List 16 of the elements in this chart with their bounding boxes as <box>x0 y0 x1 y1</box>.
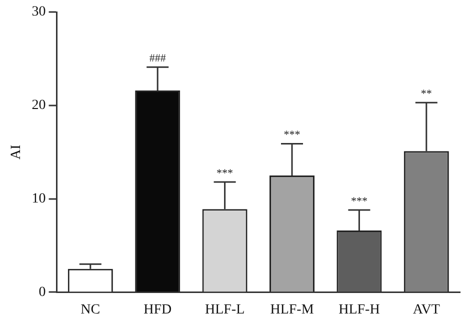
y-tick-label: 10 <box>32 191 46 206</box>
annotation: *** <box>350 195 368 208</box>
x-tick-label: HLF-H <box>338 302 380 318</box>
annotation: ### <box>149 52 166 64</box>
x-tick-label: HLF-L <box>204 302 245 318</box>
x-tick-label: HLF-M <box>270 302 314 318</box>
x-tick-label: AVT <box>412 302 440 318</box>
y-tick-label: 20 <box>32 98 46 114</box>
annotation: ** <box>420 88 432 100</box>
x-tick-label: NC <box>80 302 100 318</box>
annotation: *** <box>284 129 300 142</box>
annotation: *** <box>216 167 234 180</box>
x-tick-label: HFD <box>144 302 172 318</box>
y-tick-label: 0 <box>38 284 46 300</box>
y-tick-label: 30 <box>32 4 46 20</box>
y-axis-title: AI <box>9 144 24 160</box>
